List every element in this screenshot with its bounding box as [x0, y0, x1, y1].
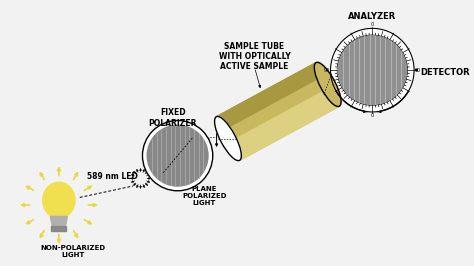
Polygon shape	[50, 217, 67, 226]
FancyBboxPatch shape	[51, 226, 66, 231]
Polygon shape	[216, 63, 322, 131]
Text: 589 nm LED: 589 nm LED	[87, 172, 138, 181]
Text: ANALYZER: ANALYZER	[348, 12, 396, 21]
Text: PLANE
POLARIZED
LIGHT: PLANE POLARIZED LIGHT	[182, 186, 227, 206]
Text: DETECTOR: DETECTOR	[420, 68, 469, 77]
Circle shape	[330, 28, 414, 112]
Ellipse shape	[314, 62, 341, 106]
Circle shape	[338, 36, 407, 104]
Text: 90: 90	[415, 68, 421, 73]
Text: NON-POLARIZED
LIGHT: NON-POLARIZED LIGHT	[41, 245, 106, 258]
Polygon shape	[231, 87, 339, 160]
Text: SAMPLE TUBE
WITH OPTICALLY
ACTIVE SAMPLE: SAMPLE TUBE WITH OPTICALLY ACTIVE SAMPLE	[219, 42, 291, 72]
Text: FIXED
POLARIZER: FIXED POLARIZER	[149, 108, 197, 127]
Ellipse shape	[43, 182, 75, 218]
Ellipse shape	[215, 117, 241, 161]
Circle shape	[147, 125, 208, 186]
Polygon shape	[216, 63, 339, 160]
Text: 0: 0	[371, 22, 374, 27]
Circle shape	[143, 120, 213, 191]
Text: 90: 90	[324, 68, 330, 73]
Text: 0: 0	[371, 113, 374, 118]
